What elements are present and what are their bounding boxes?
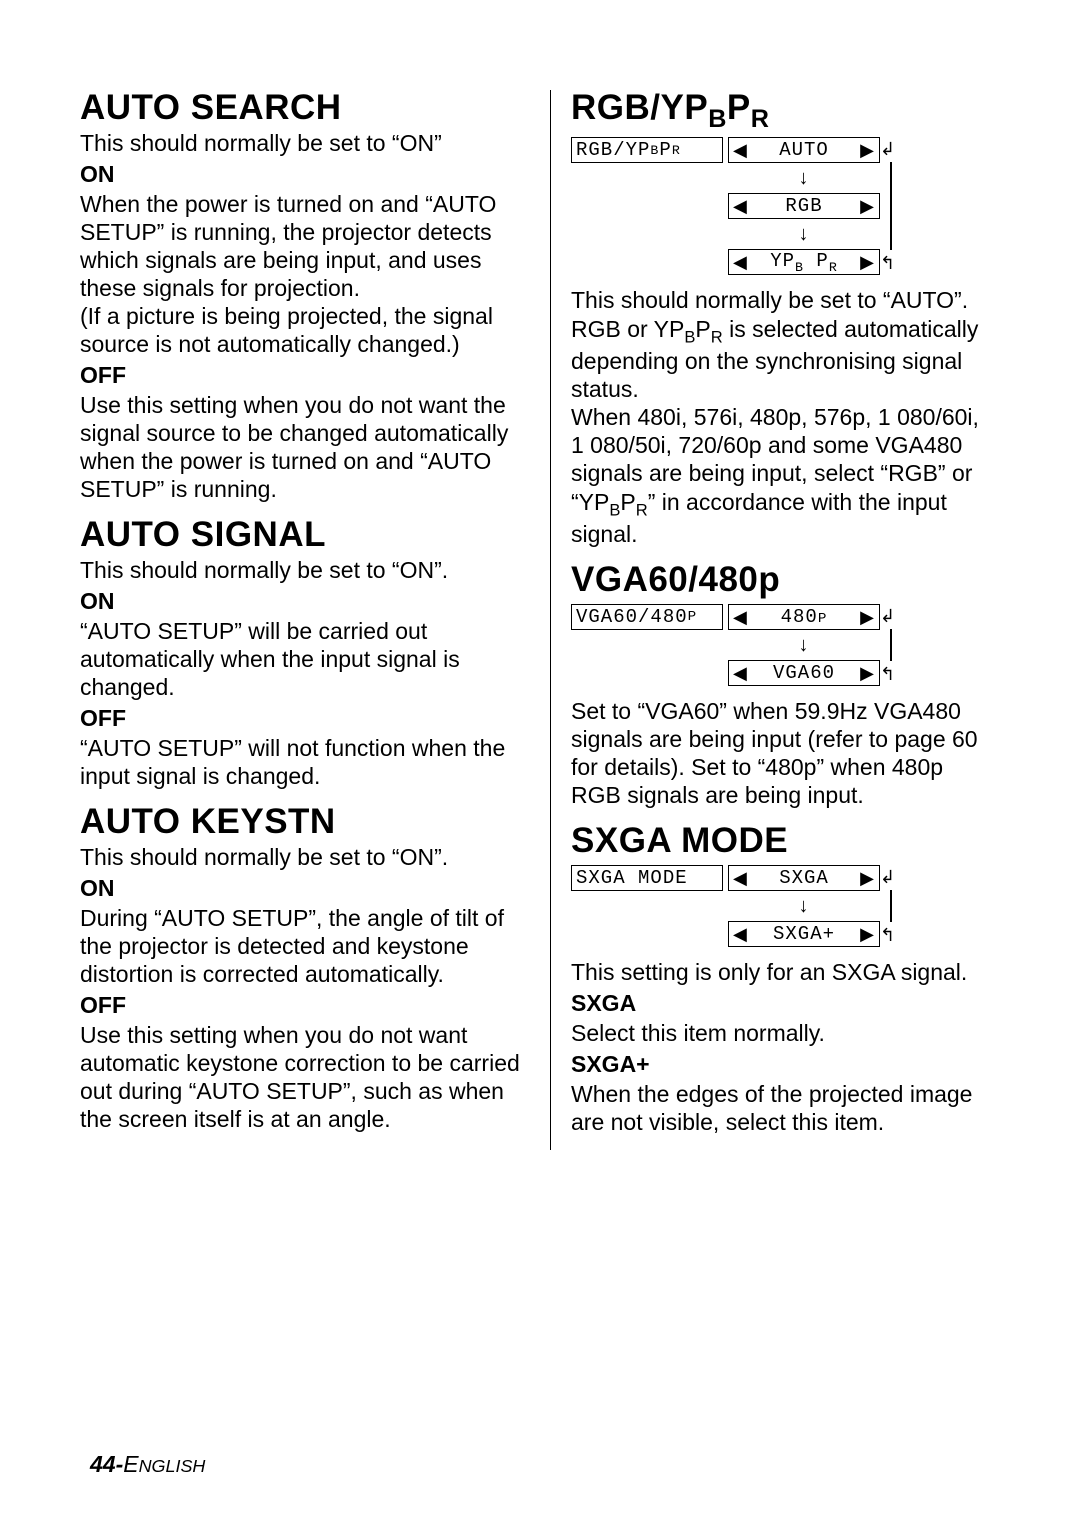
auto-keystn-on-text: During “AUTO SETUP”, the angle of tilt o… [80,904,520,988]
loop-arrow-icon: ↰ [880,661,894,687]
rgb-text: This should normally be set to “AUTO”. R… [571,286,990,548]
loop-bracket-icon [880,890,892,922]
page-number: 44- [90,1451,123,1477]
sxga-label: SXGA [571,990,990,1017]
footer-lang: E [123,1451,138,1477]
left-arrow-icon: ◀ [733,196,748,217]
auto-search-title: AUTO SEARCH [80,90,520,127]
sxgaplus-text: When the edges of the projected image ar… [571,1080,990,1136]
vga-title: VGA60/480p [571,562,990,599]
auto-keystn-off-text: Use this setting when you do not want au… [80,1021,520,1133]
auto-search-off-label: OFF [80,362,520,389]
down-arrow-icon: ↓ [728,169,880,187]
right-arrow-icon: ▶ [860,868,875,889]
sxgaplus-label: SXGA+ [571,1051,990,1078]
loop-bracket-icon [880,629,892,661]
sxga-intro: This setting is only for an SXGA signal. [571,958,990,986]
auto-keystn-section: AUTO KEYSTN This should normally be set … [80,804,520,1133]
sxga-osd: SXGA MODE ◀SXGA▶ ↓ ◀SXGA+▶ ↲ ↰ [571,864,990,948]
auto-search-off-text: Use this setting when you do not want th… [80,391,520,503]
osd-option: ◀480P▶ [728,604,880,630]
down-arrow-icon: ↓ [728,897,880,915]
auto-keystn-off-label: OFF [80,992,520,1019]
osd-option: ◀YPB PR▶ [728,249,880,275]
loop-arrow-icon: ↲ [880,864,894,890]
left-column: AUTO SEARCH This should normally be set … [80,90,520,1150]
down-arrow-icon: ↓ [728,636,880,654]
auto-signal-title: AUTO SIGNAL [80,517,520,554]
auto-keystn-intro: This should normally be set to “ON”. [80,843,520,871]
osd-label: SXGA MODE [571,865,723,891]
auto-signal-on-label: ON [80,588,520,615]
loop-arrow-icon: ↰ [880,922,894,948]
osd-option: ◀SXGA+▶ [728,921,880,947]
left-arrow-icon: ◀ [733,607,748,628]
right-arrow-icon: ▶ [860,607,875,628]
left-arrow-icon: ◀ [733,140,748,161]
osd-option: ◀RGB▶ [728,193,880,219]
loop-bracket-icon [880,162,892,250]
auto-signal-intro: This should normally be set to “ON”. [80,556,520,584]
loop-arrow-icon: ↰ [880,250,894,276]
loop-arrow-icon: ↲ [880,136,894,162]
osd-label: VGA60/480P [571,604,723,630]
auto-keystn-title: AUTO KEYSTN [80,804,520,841]
auto-signal-off-text: “AUTO SETUP” will not function when the … [80,734,520,790]
right-arrow-icon: ▶ [860,140,875,161]
page-columns: AUTO SEARCH This should normally be set … [80,90,1000,1150]
auto-search-on-text: When the power is turned on and “AUTO SE… [80,190,520,358]
right-column: RGB/YPBPR RGB/YPB PR ◀AUTO▶ ↓ ◀RGB▶ ↓ [550,90,990,1150]
left-arrow-icon: ◀ [733,924,748,945]
auto-keystn-on-label: ON [80,875,520,902]
osd-option: ◀SXGA▶ [728,865,880,891]
vga-section: VGA60/480p VGA60/480P ◀480P▶ ↓ ◀VGA60▶ [571,562,990,809]
down-arrow-icon: ↓ [728,225,880,243]
auto-search-intro: This should normally be set to “ON” [80,129,520,157]
footer-lang-small: NGLISH [139,1456,206,1476]
page-footer: 44-ENGLISH [90,1451,205,1478]
auto-search-section: AUTO SEARCH This should normally be set … [80,90,520,503]
rgb-osd: RGB/YPB PR ◀AUTO▶ ↓ ◀RGB▶ ↓ ◀YPB PR▶ [571,136,990,276]
rgb-title: RGB/YPBPR [571,90,990,132]
right-arrow-icon: ▶ [860,663,875,684]
rgb-section: RGB/YPBPR RGB/YPB PR ◀AUTO▶ ↓ ◀RGB▶ ↓ [571,90,990,548]
vga-osd: VGA60/480P ◀480P▶ ↓ ◀VGA60▶ ↲ ↰ [571,603,990,687]
auto-signal-off-label: OFF [80,705,520,732]
left-arrow-icon: ◀ [733,663,748,684]
sxga-text: Select this item normally. [571,1019,990,1047]
sxga-title: SXGA MODE [571,823,990,860]
loop-arrow-icon: ↲ [880,603,894,629]
auto-search-on-label: ON [80,161,520,188]
auto-signal-on-text: “AUTO SETUP” will be carried out automat… [80,617,520,701]
auto-signal-section: AUTO SIGNAL This should normally be set … [80,517,520,790]
left-arrow-icon: ◀ [733,252,748,273]
osd-option: ◀VGA60▶ [728,660,880,686]
right-arrow-icon: ▶ [860,924,875,945]
osd-option: ◀AUTO▶ [728,137,880,163]
vga-text: Set to “VGA60” when 59.9Hz VGA480 signal… [571,697,990,809]
right-arrow-icon: ▶ [860,196,875,217]
osd-label: RGB/YPB PR [571,137,723,163]
left-arrow-icon: ◀ [733,868,748,889]
right-arrow-icon: ▶ [860,252,875,273]
sxga-section: SXGA MODE SXGA MODE ◀SXGA▶ ↓ ◀SXGA+▶ [571,823,990,1136]
